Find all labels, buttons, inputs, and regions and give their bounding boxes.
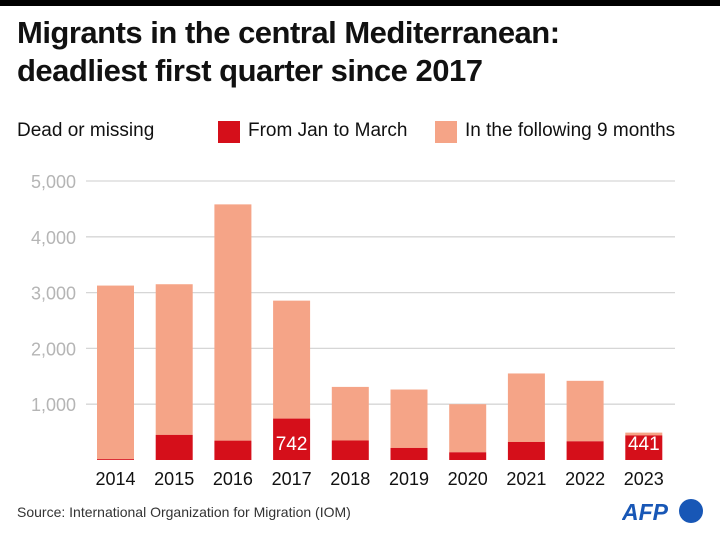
data-label: 742 [276,434,308,455]
bar-jan-to-march [625,435,663,460]
bar-following-9-months [155,284,193,435]
legend-swatch-q1 [218,121,240,143]
bar-following-9-months [214,204,252,441]
top-bar [0,0,720,6]
x-tick-label: 2021 [506,469,546,489]
svg-text:AFP: AFP [622,499,669,525]
x-tick-label: 2016 [213,469,253,489]
bar-following-9-months [449,404,487,453]
y-tick-label: 1,000 [31,395,76,415]
bar-following-9-months [390,389,428,448]
bar-jan-to-march [566,441,604,460]
legend-label-rest: In the following 9 months [465,120,676,141]
bar-following-9-months [507,373,545,442]
bar-jan-to-march [390,447,428,460]
bar-jan-to-march [155,434,193,460]
x-tick-label: 2014 [95,469,135,489]
afp-logo-icon: AFP [621,499,703,525]
legend: Dead or missing From Jan to March In the… [17,118,717,144]
chart-title: Migrants in the central Mediterranean: d… [17,14,560,90]
x-tick-label: 2017 [272,469,312,489]
x-tick-label: 2015 [154,469,194,489]
x-tick-label: 2023 [624,469,664,489]
bar-jan-to-march [331,440,369,460]
title-line-2: deadliest first quarter since 2017 [17,53,483,88]
bar-jan-to-march [273,418,311,460]
y-axis-label: Dead or missing [17,120,155,141]
y-tick-label: 5,000 [31,172,76,192]
legend-label-q1: From Jan to March [248,120,408,141]
chart-area: 1,000 2,000 3,000 4,000 5,000 2014 2015 2016 201… [31,172,675,489]
y-tick-label: 4,000 [31,228,76,248]
y-tick-label: 2,000 [31,339,76,359]
bar-jan-to-march [97,459,134,460]
afp-logo: AFP [621,499,712,530]
bar-following-9-months [97,285,134,460]
x-tick-label: 2018 [330,469,370,489]
bar-following-9-months [566,380,604,442]
bar-following-9-months [331,386,369,441]
bar-following-9-months [625,432,663,436]
x-tick-label: 2020 [448,469,488,489]
title-line-1: Migrants in the central Mediterranean: [17,15,560,50]
bar-jan-to-march [214,440,252,460]
x-tick-label: 2022 [565,469,605,489]
x-tick-label: 2019 [389,469,429,489]
bar-jan-to-march [507,441,545,460]
bar-jan-to-march [449,452,487,460]
data-label: 441 [628,434,660,455]
bar-following-9-months [273,300,311,419]
legend-swatch-rest [435,121,457,143]
y-tick-label: 3,000 [31,284,76,304]
source-note: Source: International Organization for M… [17,504,351,520]
